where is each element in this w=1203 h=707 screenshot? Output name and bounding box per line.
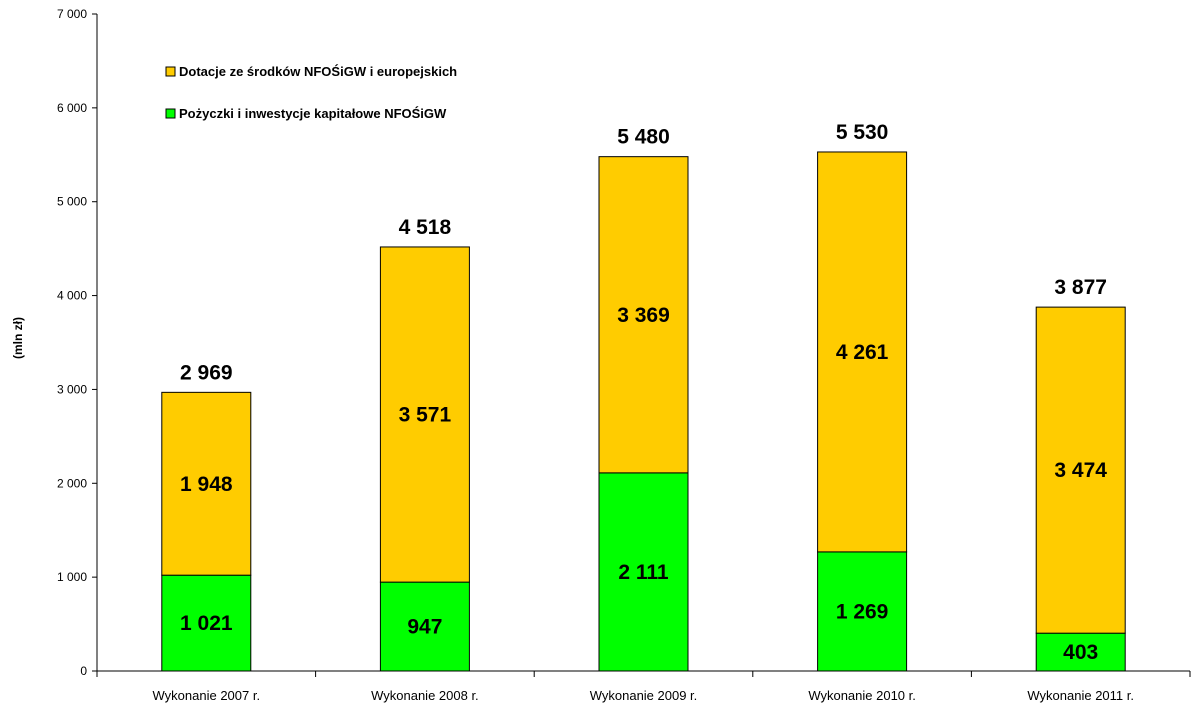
- segment-value-label: 947: [407, 616, 442, 639]
- segment-value-label: 1 269: [836, 600, 889, 623]
- bar-segment-dotacje: [817, 151, 908, 553]
- x-tick-label: Wykonanie 2007 r.: [153, 688, 261, 703]
- y-axis-label: (mln zł): [11, 317, 25, 359]
- y-tick-label: 7 000: [57, 7, 87, 21]
- bar-total-label: 4 518: [399, 216, 452, 239]
- x-tick-label: Wykonanie 2009 r.: [590, 688, 698, 703]
- bar-total-label: 5 480: [617, 126, 670, 149]
- x-tick-label: Wykonanie 2008 r.: [371, 688, 479, 703]
- segment-value-label: 3 474: [1054, 459, 1107, 482]
- bar-total-label: 5 530: [836, 121, 889, 144]
- axes-layer: [92, 13, 1191, 677]
- bar-segment-dotacje: [161, 391, 252, 576]
- x-tick-label: Wykonanie 2010 r.: [808, 688, 916, 703]
- segment-value-label: 1 948: [180, 473, 233, 496]
- y-tick-label: 4 000: [57, 289, 87, 303]
- y-tick-label: 1 000: [57, 570, 87, 584]
- y-tick-label: 2 000: [57, 476, 87, 490]
- legend-label: Dotacje ze środków NFOŚiGW i europejskic…: [179, 64, 457, 79]
- bar-total-label: 2 969: [180, 361, 233, 384]
- legend-swatch: [165, 66, 176, 77]
- segment-value-label: 2 111: [618, 561, 669, 584]
- x-tick-label: Wykonanie 2011 r.: [1027, 688, 1134, 703]
- bar-segment-dotacje: [379, 246, 470, 583]
- bars-layer: [161, 151, 1126, 672]
- y-tick-label: 6 000: [57, 101, 87, 115]
- bar-segment-dotacje: [1035, 306, 1126, 634]
- segment-data-labels: 1 021 1 948 947 3 571 2 111 3 369 1 269 4 261 40…: [180, 304, 1107, 664]
- segment-value-label: 1 021: [180, 612, 233, 635]
- bar-total-label: 3 877: [1054, 276, 1107, 299]
- legend: Dotacje ze środków NFOŚiGW i europejskic…: [165, 64, 457, 121]
- legend-label: Pożyczki i inwestycje kapitałowe NFOŚiGW: [179, 106, 447, 121]
- y-tick-labels: 0 1 000 2 000 3 000 4 000 5 000 6 000 7 000: [57, 7, 87, 678]
- total-data-labels: 2 969 4 518 5 480 5 530 3 877: [180, 121, 1107, 384]
- y-tick-label: 3 000: [57, 382, 87, 396]
- legend-swatch: [165, 108, 176, 119]
- x-category-labels: Wykonanie 2007 r. Wykonanie 2008 r. Wykona…: [153, 688, 1134, 703]
- segment-value-label: 3 369: [617, 304, 670, 327]
- bar-segment-pozyczki: [161, 574, 252, 672]
- bar-segment-pozyczki: [598, 472, 689, 672]
- segment-value-label: 3 571: [399, 404, 452, 427]
- bar-segment-dotacje: [598, 156, 689, 474]
- segment-value-label: 4 261: [836, 341, 889, 364]
- y-tick-label: 5 000: [57, 195, 87, 209]
- segment-value-label: 403: [1063, 641, 1098, 664]
- y-tick-label: 0: [80, 664, 87, 678]
